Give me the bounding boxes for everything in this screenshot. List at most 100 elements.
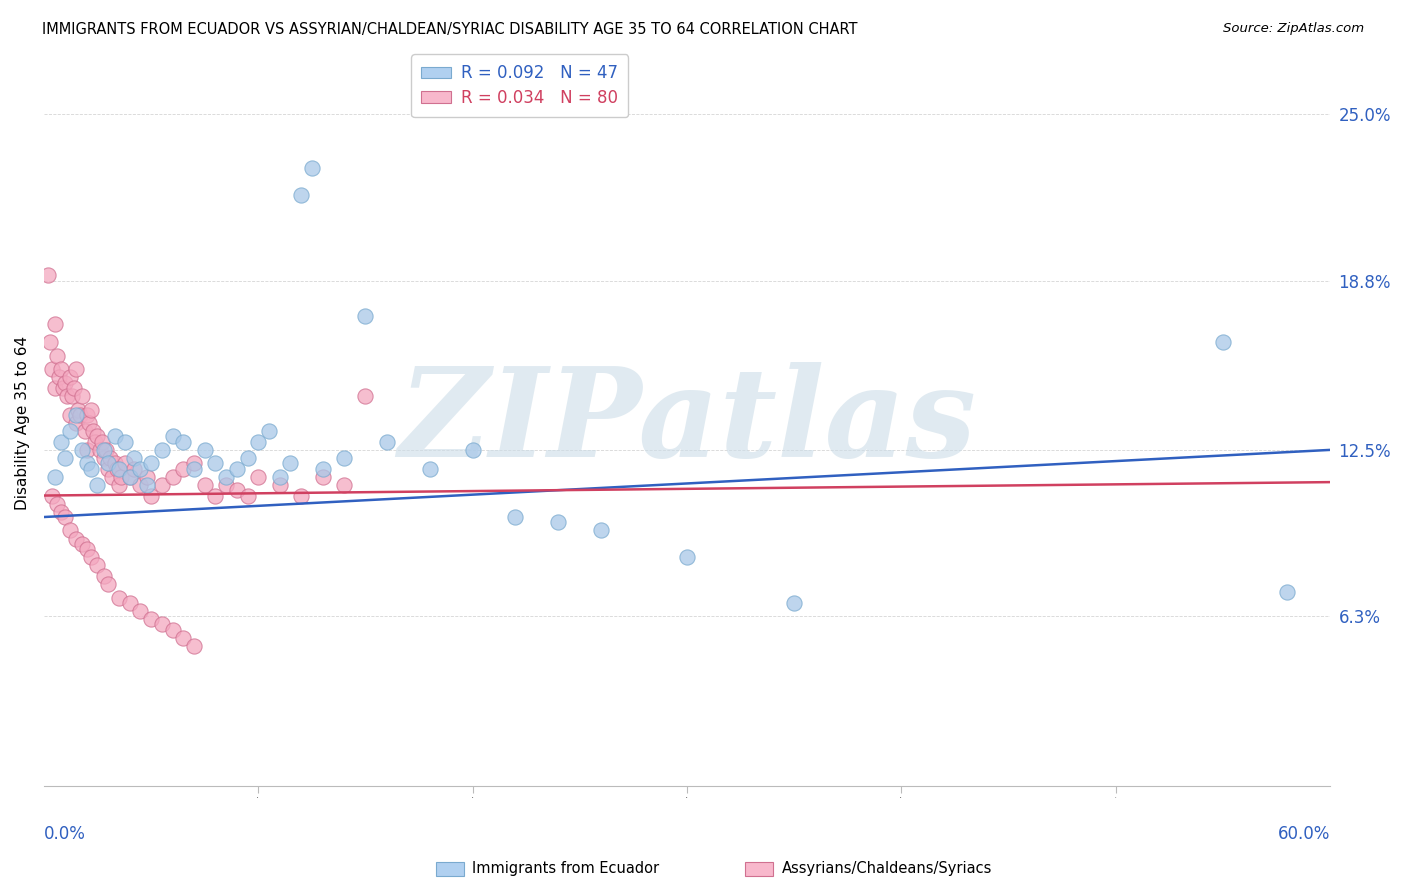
Point	[76, 442, 98, 457]
Point	[172, 461, 194, 475]
Point	[215, 469, 238, 483]
Point	[290, 489, 312, 503]
Point	[129, 478, 152, 492]
Point	[118, 469, 141, 483]
Point	[162, 469, 184, 483]
Point	[37, 268, 59, 283]
Text: 0.0%: 0.0%	[44, 825, 86, 844]
Point	[76, 408, 98, 422]
Point	[82, 424, 104, 438]
Point	[65, 416, 87, 430]
Point	[114, 434, 136, 449]
Point	[60, 389, 83, 403]
Point	[183, 639, 205, 653]
Point	[59, 424, 82, 438]
Point	[44, 381, 66, 395]
Point	[97, 461, 120, 475]
Point	[135, 469, 157, 483]
Point	[118, 469, 141, 483]
Point	[225, 483, 247, 498]
Point	[65, 362, 87, 376]
Point	[69, 408, 91, 422]
Point	[86, 429, 108, 443]
Point	[247, 469, 270, 483]
Point	[59, 408, 82, 422]
Point	[44, 317, 66, 331]
Point	[98, 450, 121, 465]
Point	[73, 424, 96, 438]
Point	[90, 434, 112, 449]
Point	[76, 456, 98, 470]
Text: ZIPatlas: ZIPatlas	[398, 362, 976, 483]
Point	[93, 569, 115, 583]
Point	[204, 489, 226, 503]
Point	[44, 469, 66, 483]
Point	[67, 402, 90, 417]
Point	[41, 362, 63, 376]
Point	[41, 489, 63, 503]
Point	[225, 461, 247, 475]
Point	[59, 524, 82, 538]
Point	[72, 442, 94, 457]
Point	[80, 402, 103, 417]
Point	[93, 442, 115, 457]
Point	[108, 478, 131, 492]
Point	[194, 442, 217, 457]
Point	[86, 478, 108, 492]
Point	[547, 516, 569, 530]
Point	[461, 442, 484, 457]
Point	[150, 617, 173, 632]
Point	[53, 450, 76, 465]
Point	[139, 612, 162, 626]
Point	[135, 478, 157, 492]
Point	[80, 550, 103, 565]
Point	[172, 631, 194, 645]
Point	[375, 434, 398, 449]
Point	[94, 442, 117, 457]
Text: IMMIGRANTS FROM ECUADOR VS ASSYRIAN/CHALDEAN/SYRIAC DISABILITY AGE 35 TO 64 CORR: IMMIGRANTS FROM ECUADOR VS ASSYRIAN/CHAL…	[42, 22, 858, 37]
Point	[162, 429, 184, 443]
Point	[39, 335, 62, 350]
Point	[183, 461, 205, 475]
Point	[77, 416, 100, 430]
Y-axis label: Disability Age 35 to 64: Disability Age 35 to 64	[15, 336, 30, 510]
Point	[59, 370, 82, 384]
Point	[1212, 335, 1234, 350]
Point	[311, 469, 333, 483]
Point	[53, 510, 76, 524]
Point	[236, 489, 259, 503]
Point	[280, 456, 302, 470]
Point	[56, 389, 79, 403]
Point	[591, 524, 613, 538]
Text: Immigrants from Ecuador: Immigrants from Ecuador	[472, 862, 659, 876]
Point	[89, 442, 111, 457]
Point	[505, 510, 527, 524]
Point	[354, 389, 377, 403]
Text: 60.0%: 60.0%	[1278, 825, 1330, 844]
Point	[194, 478, 217, 492]
Point	[108, 591, 131, 605]
Point	[129, 604, 152, 618]
Point	[114, 456, 136, 470]
Point	[269, 478, 291, 492]
Point	[48, 370, 70, 384]
Point	[204, 456, 226, 470]
Point	[80, 461, 103, 475]
Point	[49, 434, 72, 449]
Point	[150, 442, 173, 457]
Point	[236, 450, 259, 465]
Point	[247, 434, 270, 449]
Point	[97, 577, 120, 591]
Point	[150, 478, 173, 492]
Point	[122, 461, 145, 475]
Point	[333, 450, 356, 465]
Point	[783, 596, 806, 610]
Point	[72, 389, 94, 403]
Point	[129, 461, 152, 475]
Text: Source: ZipAtlas.com: Source: ZipAtlas.com	[1223, 22, 1364, 36]
Point	[419, 461, 441, 475]
Legend: R = 0.092   N = 47, R = 0.034   N = 80: R = 0.092 N = 47, R = 0.034 N = 80	[412, 54, 628, 117]
Point	[269, 469, 291, 483]
Point	[104, 456, 127, 470]
Point	[49, 362, 72, 376]
